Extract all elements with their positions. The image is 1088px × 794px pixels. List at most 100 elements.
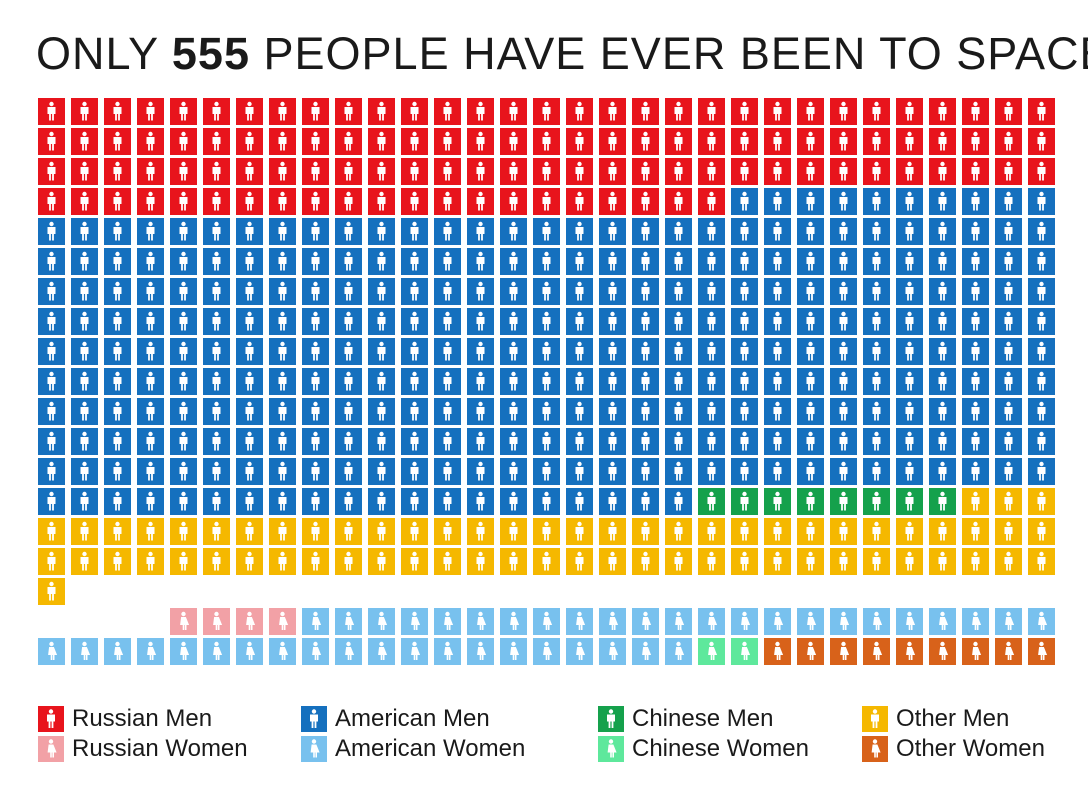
- swatch-color: [862, 736, 888, 762]
- person-head: [478, 371, 483, 377]
- person-cell-american-men: [203, 428, 230, 455]
- man-icon: [575, 557, 584, 571]
- man-icon: [47, 407, 56, 421]
- man-icon: [245, 227, 254, 241]
- person-cell-american-men: [830, 458, 857, 485]
- man-icon: [47, 167, 56, 181]
- person-head: [214, 161, 219, 167]
- man-icon: [773, 317, 782, 331]
- person-cell-american-men: [434, 458, 461, 485]
- man-icon: [740, 407, 749, 421]
- person-cell-russian-women: [170, 608, 197, 635]
- person-cell-american-men: [467, 428, 494, 455]
- man-icon: [608, 167, 617, 181]
- man-icon: [47, 587, 56, 601]
- person-head: [214, 401, 219, 407]
- man-icon: [773, 137, 782, 151]
- woman-icon: [741, 647, 751, 660]
- person-cell-american-men: [764, 338, 791, 365]
- person-cell-russian-men: [599, 158, 626, 185]
- person-cell-american-men: [995, 398, 1022, 425]
- person-cell-russian-men: [566, 158, 593, 185]
- person-head: [676, 551, 681, 557]
- legend-label: Russian Women: [72, 735, 248, 762]
- person-cell-american-men: [929, 308, 956, 335]
- person-cell-russian-men: [830, 158, 857, 185]
- person-head: [1006, 371, 1011, 377]
- person-cell-american-men: [104, 248, 131, 275]
- man-icon: [773, 437, 782, 451]
- person-head: [1039, 461, 1044, 467]
- man-icon: [278, 407, 287, 421]
- person-head: [511, 281, 516, 287]
- person-cell-other-men: [599, 518, 626, 545]
- woman-icon: [1005, 617, 1015, 630]
- person-head: [709, 401, 714, 407]
- man-icon: [839, 287, 848, 301]
- person-cell-american-men: [995, 368, 1022, 395]
- man-icon: [641, 407, 650, 421]
- person-head: [808, 341, 813, 347]
- person-cell-russian-men: [566, 188, 593, 215]
- person-head: [973, 221, 978, 227]
- woman-icon: [411, 647, 421, 660]
- person-head: [577, 521, 582, 527]
- person-cell-american-men: [170, 458, 197, 485]
- man-icon: [146, 467, 155, 481]
- person-cell-american-men: [401, 428, 428, 455]
- man-icon: [278, 287, 287, 301]
- person-head: [49, 371, 54, 377]
- legend-item-other-men: Other Men: [862, 706, 1009, 732]
- man-icon: [377, 497, 386, 511]
- person-cell-american-men: [698, 278, 725, 305]
- man-icon: [938, 257, 947, 271]
- person-cell-american-men: [434, 488, 461, 515]
- man-icon: [641, 437, 650, 451]
- woman-icon: [576, 647, 586, 660]
- person-head: [874, 221, 879, 227]
- person-cell-russian-men: [434, 158, 461, 185]
- woman-icon: [774, 647, 784, 660]
- man-icon: [377, 137, 386, 151]
- person-head: [478, 101, 483, 107]
- man-icon: [1004, 167, 1013, 181]
- person-head: [610, 251, 615, 257]
- person-cell-american-men: [632, 488, 659, 515]
- man-icon: [509, 107, 518, 121]
- man-icon: [212, 107, 221, 121]
- person-cell-american-men: [764, 368, 791, 395]
- person-head: [577, 101, 582, 107]
- person-head: [709, 461, 714, 467]
- man-icon: [80, 347, 89, 361]
- man-icon: [674, 287, 683, 301]
- person-head: [181, 431, 186, 437]
- person-cell-russian-men: [467, 158, 494, 185]
- person-head: [775, 491, 780, 497]
- person-cell-american-men: [203, 368, 230, 395]
- man-icon: [1037, 137, 1046, 151]
- man-icon: [740, 317, 749, 331]
- person-cell-american-men: [797, 248, 824, 275]
- person-cell-american-men: [995, 338, 1022, 365]
- person-cell-russian-men: [467, 128, 494, 155]
- person-head: [775, 101, 780, 107]
- person-head: [346, 431, 351, 437]
- person-head: [379, 131, 384, 137]
- man-icon: [839, 437, 848, 451]
- man-icon: [311, 437, 320, 451]
- person-head: [346, 191, 351, 197]
- man-icon: [278, 377, 287, 391]
- man-icon: [641, 467, 650, 481]
- person-cell-american-men: [269, 428, 296, 455]
- man-icon: [872, 167, 881, 181]
- man-icon: [179, 347, 188, 361]
- person-cell-russian-men: [38, 98, 65, 125]
- person-head: [115, 281, 120, 287]
- legend-swatch: [598, 736, 624, 762]
- person-head: [445, 161, 450, 167]
- person-head: [544, 401, 549, 407]
- person-cell-american-men: [434, 368, 461, 395]
- person-cell-american-men: [929, 398, 956, 425]
- person-head: [148, 161, 153, 167]
- person-cell-other-men: [368, 518, 395, 545]
